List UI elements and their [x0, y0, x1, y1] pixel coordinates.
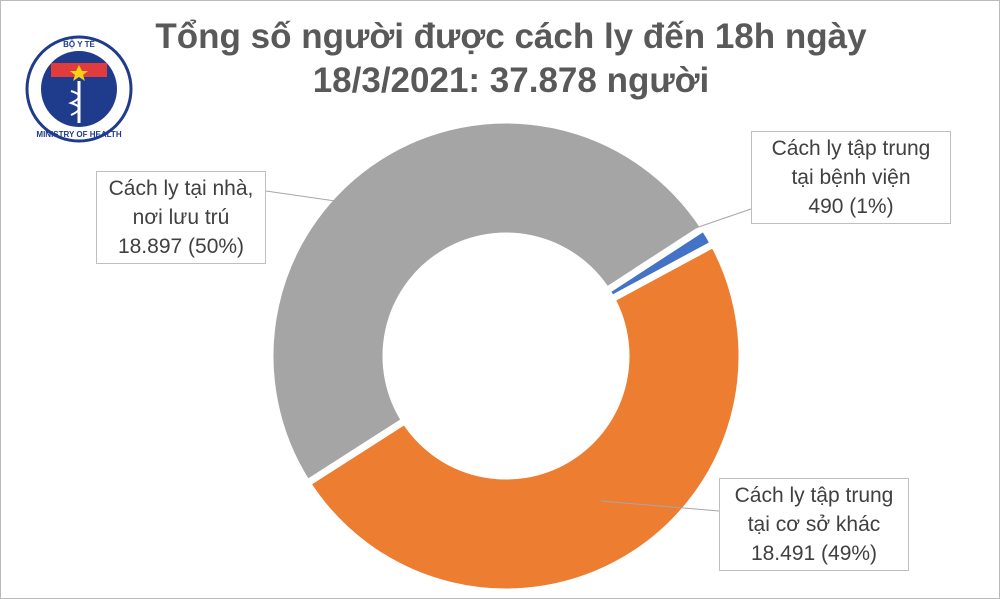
logo-bottom-text: MINISTRY OF HEALTH: [36, 130, 121, 139]
category-label: Cách ly tập trung tại cơ sở khác: [734, 484, 894, 536]
donut: [266, 116, 746, 596]
leader-line: [265, 190, 392, 210]
value-label: 18.897 (50%): [117, 235, 245, 258]
logo: BỘ Y TẾ MINISTRY OF HEALTH: [25, 35, 133, 143]
leader-line: [680, 208, 752, 234]
donut-slice: [266, 116, 709, 488]
donut-slice: [302, 239, 746, 596]
chart-title: Tổng số người được cách ly đến 18h ngày …: [155, 17, 867, 100]
category-label: Cách ly tại nhà, nơi lưu trú: [108, 177, 254, 229]
logo-top-text: BỘ Y TẾ: [63, 39, 95, 49]
category-label: Cách ly tập trung tại bệnh viện: [771, 137, 931, 189]
data-label: Cách ly tại nhà, nơi lưu trú 18.897 (50%…: [96, 171, 266, 264]
data-label: Cách ly tập trung tại cơ sở khác 18.491 …: [719, 478, 909, 571]
value-label: 490 (1%): [808, 195, 894, 218]
leader-line: [600, 500, 720, 512]
data-label: Cách ly tập trung tại bệnh viện 490 (1%): [751, 131, 951, 224]
value-label: 18.491 (49%): [750, 542, 878, 565]
